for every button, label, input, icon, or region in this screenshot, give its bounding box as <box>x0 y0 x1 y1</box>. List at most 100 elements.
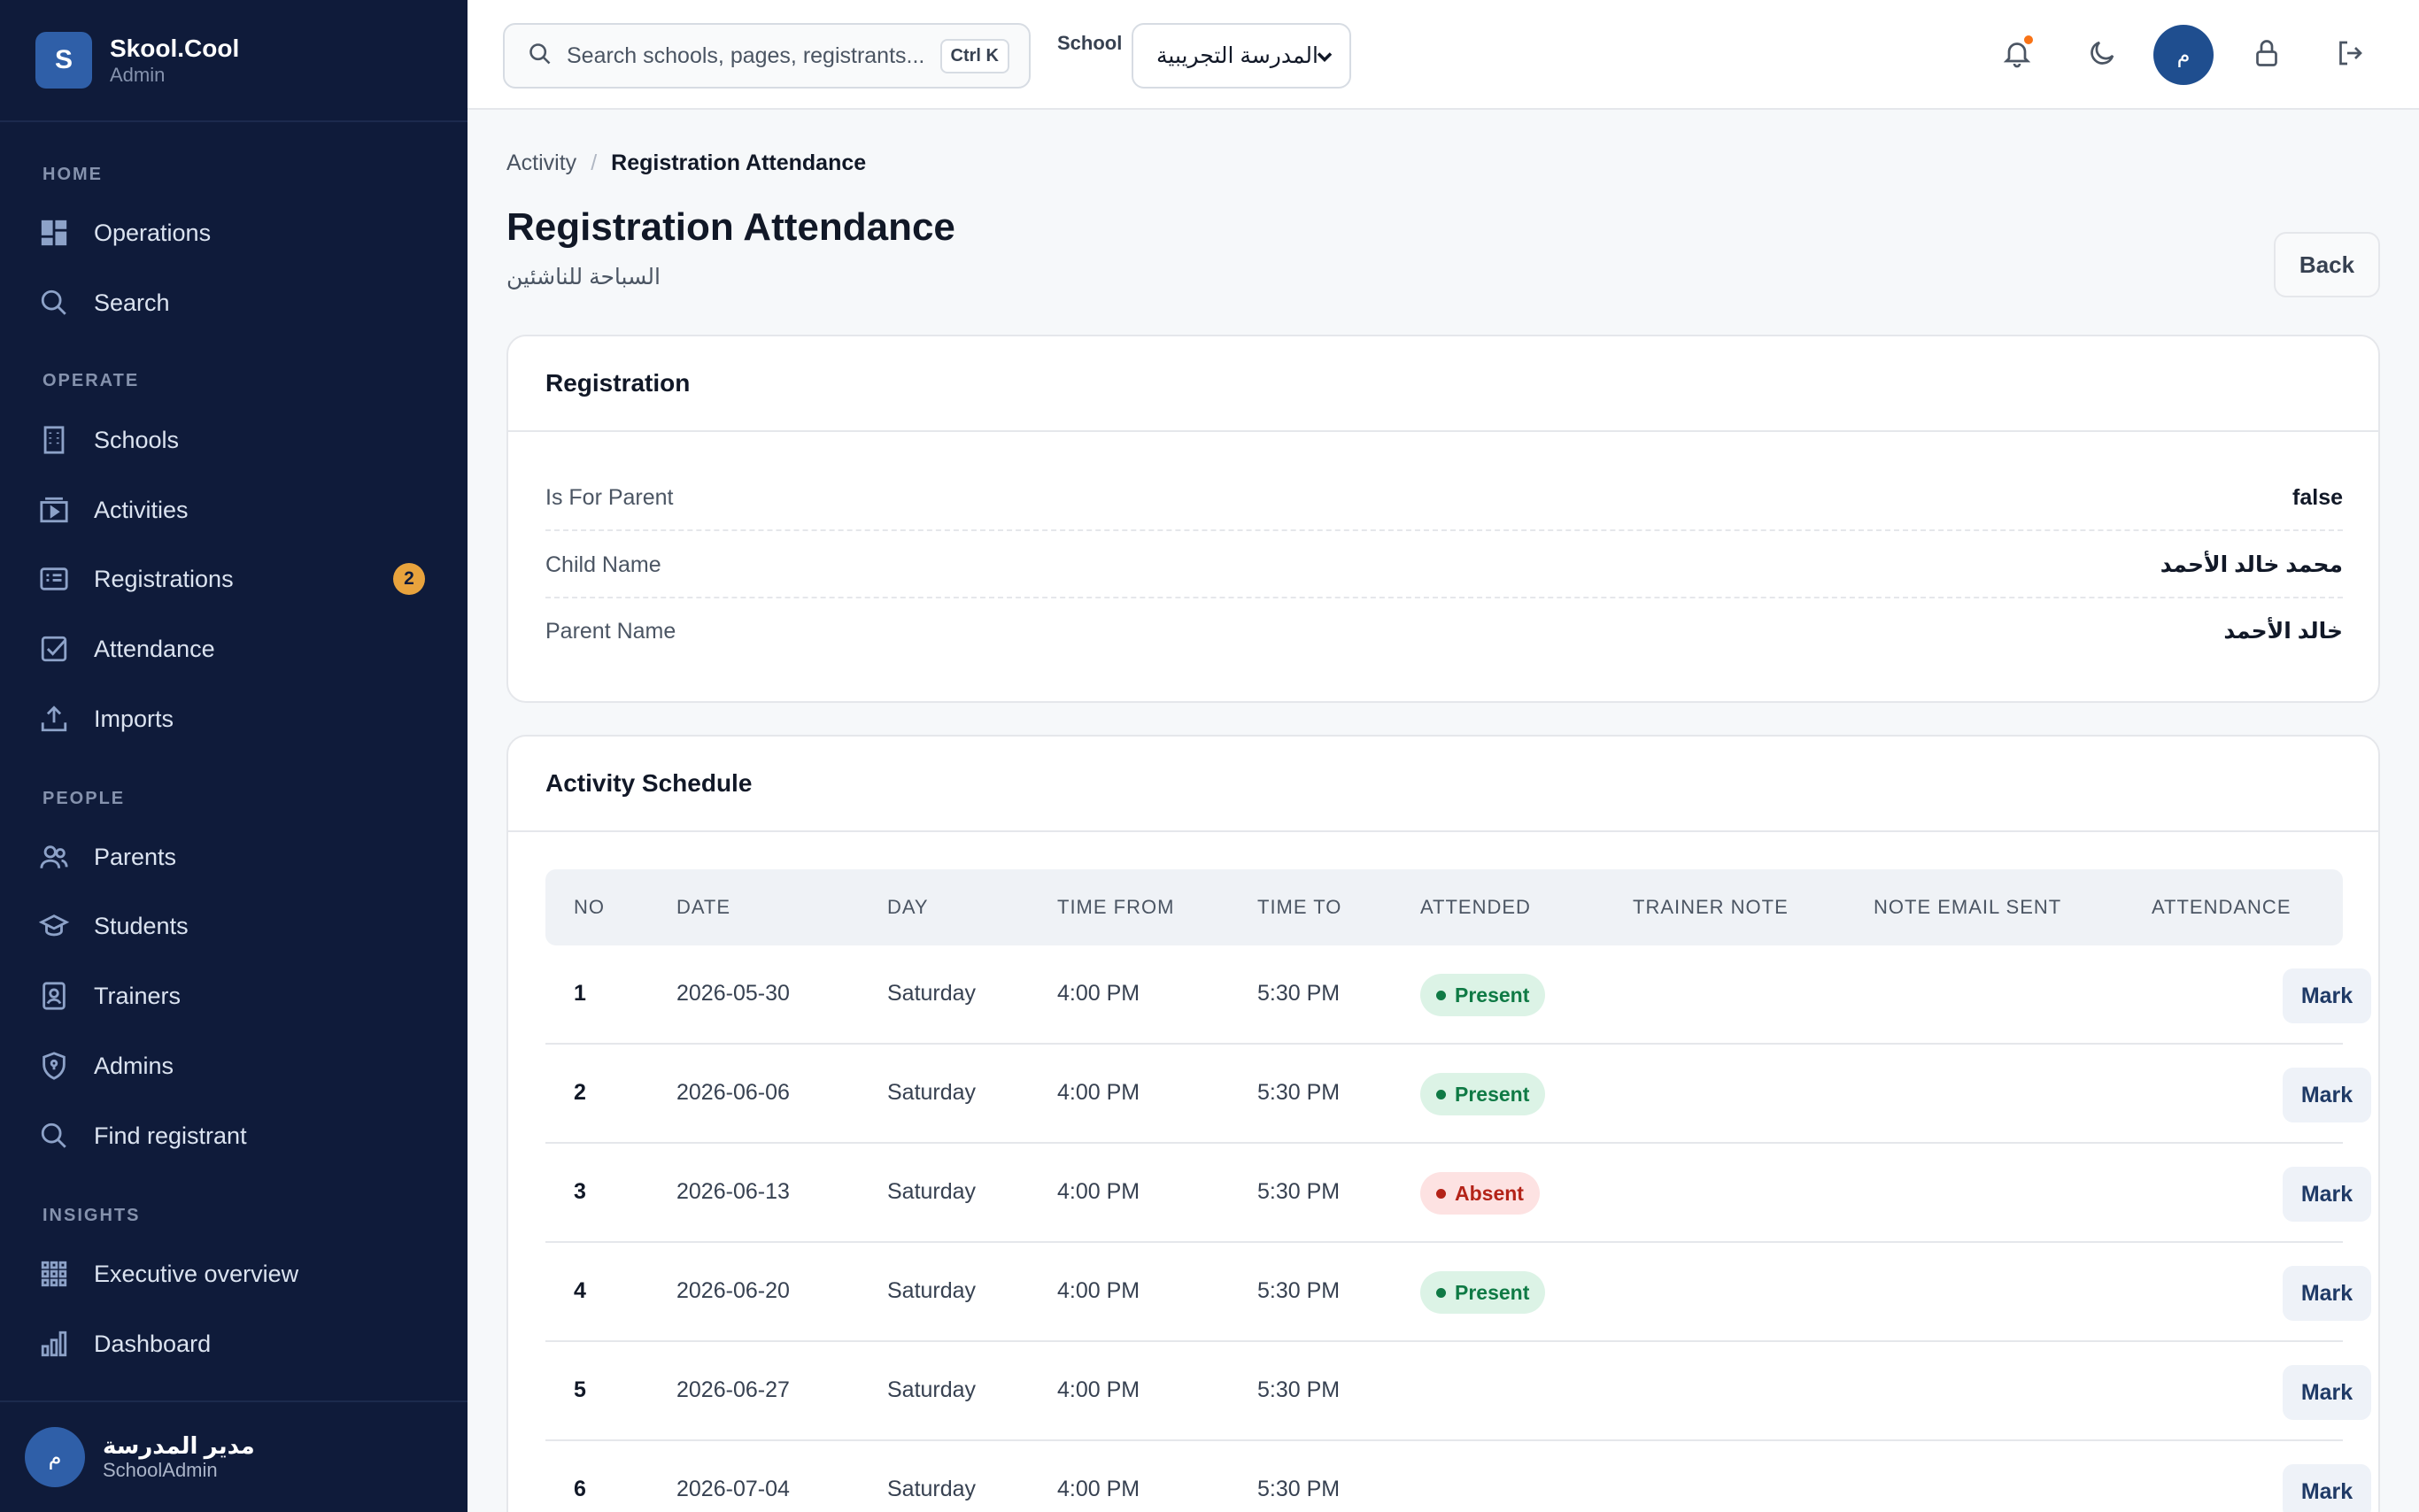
brand[interactable]: S Skool.Cool Admin <box>0 0 468 122</box>
cell-day: Saturday <box>887 1179 977 1204</box>
section-label-people: PEOPLE <box>43 789 126 808</box>
table-row: 2 2026-06-06 Saturday 4:00 PM 5:30 PM Pr… <box>545 1045 2371 1144</box>
section-label-operate: OPERATE <box>43 371 140 390</box>
brand-logo: S <box>35 32 92 89</box>
status-badge: Present <box>1420 974 1546 1016</box>
cell-time-to: 5:30 PM <box>1257 981 1341 1006</box>
cell-date: 2026-05-30 <box>676 981 790 1006</box>
keyboard-shortcut: Ctrl K <box>939 39 1009 73</box>
card-title: Registration <box>508 336 2378 432</box>
cell-no: 1 <box>574 981 586 1006</box>
search-icon <box>528 42 553 71</box>
column-header: TIME FROM <box>1057 896 1175 918</box>
search-input[interactable] <box>567 42 939 69</box>
table-row: 1 2026-05-30 Saturday 4:00 PM 5:30 PM Pr… <box>545 945 2371 1045</box>
breadcrumb-current: Registration Attendance <box>611 150 867 175</box>
theme-toggle-button[interactable] <box>2074 27 2130 83</box>
mark-button[interactable]: Mark <box>2283 1167 2371 1222</box>
sidebar-item-activities[interactable]: Activities <box>39 483 429 536</box>
grid-dots-icon <box>39 1259 69 1289</box>
cell-time-from: 4:00 PM <box>1057 1278 1140 1303</box>
sidebar-item-find-registrant[interactable]: Find registrant <box>39 1109 429 1162</box>
sidebar-item-trainers[interactable]: Trainers <box>39 969 429 1022</box>
cell-time-from: 4:00 PM <box>1057 1377 1140 1402</box>
mark-button[interactable]: Mark <box>2283 1266 2371 1321</box>
sidebar-item-attendance[interactable]: Attendance <box>39 622 429 675</box>
search-icon <box>39 1121 69 1151</box>
field-row: Is For Parent false <box>545 466 2343 531</box>
field-value: محمد خالد الأحمد <box>2160 552 2343 577</box>
cell-date: 2026-06-27 <box>676 1377 790 1402</box>
cell-date: 2026-07-04 <box>676 1477 790 1501</box>
sidebar-item-dashboard[interactable]: Dashboard <box>39 1317 429 1370</box>
current-user[interactable]: م مدير المدرسة SchoolAdmin <box>0 1400 468 1512</box>
sidebar-item-registrations[interactable]: Registrations 2 <box>39 552 429 606</box>
users-icon <box>39 842 69 872</box>
status-dot <box>1436 1089 1446 1099</box>
sidebar-item-admins[interactable]: Admins <box>39 1039 429 1092</box>
field-value: خالد الأحمد <box>2223 619 2343 644</box>
moon-icon <box>2086 37 2118 73</box>
cell-day: Saturday <box>887 1377 977 1402</box>
cell-day: Saturday <box>887 981 977 1006</box>
mark-button[interactable]: Mark <box>2283 968 2371 1023</box>
status-label: Present <box>1455 983 1530 1007</box>
card-title: Activity Schedule <box>508 737 2378 832</box>
sidebar-item-label: Registrations <box>94 565 234 592</box>
sidebar-item-imports[interactable]: Imports <box>39 692 429 745</box>
field-value: false <box>2292 484 2343 510</box>
user-name: مدير المدرسة <box>103 1432 255 1459</box>
global-search[interactable]: Ctrl K <box>503 23 1031 89</box>
status-badge: Present <box>1420 1073 1546 1115</box>
sidebar-item-operations[interactable]: Operations <box>39 206 429 259</box>
cell-no: 3 <box>574 1179 586 1204</box>
sidebar: S Skool.Cool Admin HOME Operations Searc… <box>0 0 468 1512</box>
lock-button[interactable] <box>2238 27 2295 83</box>
avatar[interactable]: م <box>2153 25 2214 85</box>
status-dot <box>1436 990 1446 1000</box>
school-label: School <box>1057 32 1123 54</box>
sidebar-item-label: Schools <box>94 426 180 453</box>
play-screen-icon <box>39 495 69 525</box>
table-row: 3 2026-06-13 Saturday 4:00 PM 5:30 PM Ab… <box>545 1144 2371 1243</box>
sidebar-item-schools[interactable]: Schools <box>39 413 429 467</box>
field-label: Parent Name <box>545 618 676 644</box>
bell-icon <box>2001 37 2033 73</box>
status-badge: Absent <box>1420 1172 1540 1215</box>
upload-icon <box>39 704 69 734</box>
building-icon <box>39 425 69 455</box>
logout-button[interactable] <box>2322 27 2378 83</box>
sidebar-item-label: Activities <box>94 496 189 523</box>
sidebar-item-label: Students <box>94 912 189 939</box>
page-subtitle: السباحة للناشئين <box>506 265 661 289</box>
sidebar-item-search[interactable]: Search <box>39 276 429 329</box>
field-label: Child Name <box>545 552 661 577</box>
mark-button[interactable]: Mark <box>2283 1068 2371 1122</box>
shield-icon <box>39 1051 69 1081</box>
column-header: DAY <box>887 896 929 918</box>
mark-button[interactable]: Mark <box>2283 1365 2371 1420</box>
breadcrumb-link-activity[interactable]: Activity <box>506 150 577 175</box>
cell-day: Saturday <box>887 1080 977 1105</box>
status-dot <box>1436 1188 1446 1199</box>
notifications-button[interactable] <box>1989 27 2045 83</box>
field-row: Child Name محمد خالد الأحمد <box>545 533 2343 598</box>
sidebar-item-label: Trainers <box>94 982 182 1009</box>
sidebar-item-label: Dashboard <box>94 1330 212 1357</box>
mark-button[interactable]: Mark <box>2283 1464 2371 1512</box>
sidebar-item-students[interactable]: Students <box>39 899 429 953</box>
sidebar-item-label: Admins <box>94 1052 174 1079</box>
cell-time-to: 5:30 PM <box>1257 1179 1341 1204</box>
sidebar-item-parents[interactable]: Parents <box>39 830 429 883</box>
back-button[interactable]: Back <box>2274 232 2380 297</box>
id-badge-icon <box>39 981 69 1011</box>
sidebar-item-label: Search <box>94 289 170 316</box>
table-header: NO DATE DAY TIME FROM TIME TO ATTENDED T… <box>545 869 2343 945</box>
school-select[interactable]: المدرسة التجريبية <box>1132 23 1351 89</box>
cell-time-to: 5:30 PM <box>1257 1080 1341 1105</box>
brand-name: Skool.Cool <box>110 35 240 62</box>
field-row: Parent Name خالد الأحمد <box>545 598 2343 664</box>
sidebar-item-executive-overview[interactable]: Executive overview <box>39 1247 429 1300</box>
bar-chart-icon <box>39 1329 69 1359</box>
status-label: Absent <box>1455 1181 1524 1205</box>
